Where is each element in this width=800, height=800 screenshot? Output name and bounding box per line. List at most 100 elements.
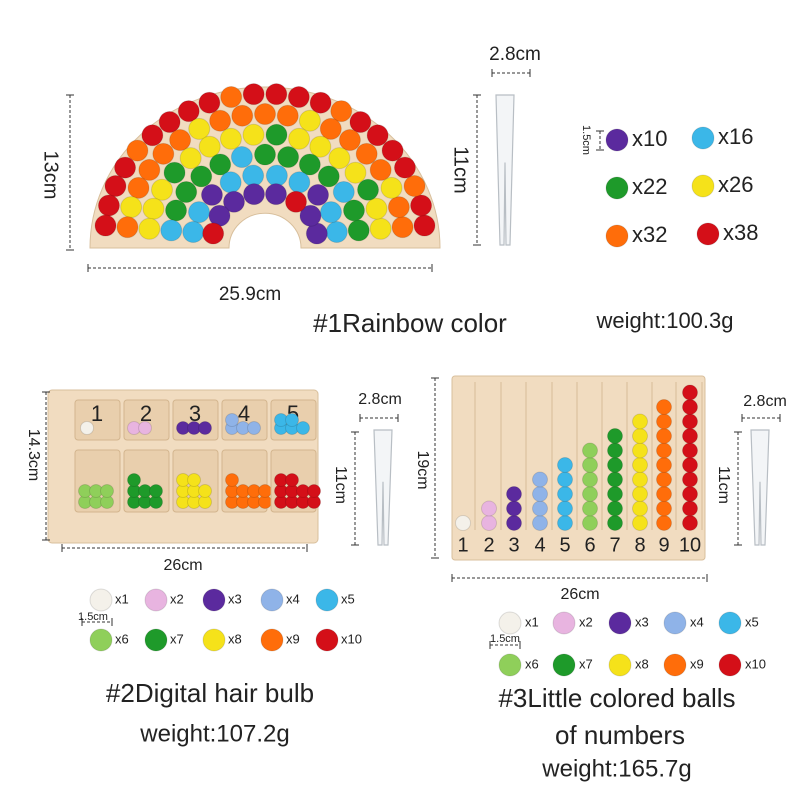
count-label: x10 — [632, 126, 667, 151]
product-weight: weight:107.2g — [139, 720, 289, 747]
pompom — [242, 123, 265, 146]
count-label: x5 — [341, 591, 355, 606]
pompom — [387, 196, 410, 219]
pompom — [344, 161, 367, 184]
pompom — [163, 161, 186, 184]
pompom — [632, 515, 648, 531]
pompom — [682, 486, 698, 502]
count-label: x3 — [635, 614, 649, 629]
pompom — [498, 653, 522, 677]
product-title: #3Little colored balls — [498, 683, 735, 713]
count-label: x38 — [723, 220, 758, 245]
pompom — [328, 147, 351, 170]
pompom — [532, 515, 548, 531]
pompom — [607, 486, 623, 502]
pompom — [365, 197, 388, 220]
pompom — [552, 653, 576, 677]
pompom — [198, 91, 221, 114]
pompom — [309, 135, 332, 158]
dimension-label: 11cm — [450, 146, 472, 193]
count-label: x7 — [579, 656, 593, 671]
pompom — [220, 86, 243, 109]
pompom — [369, 158, 392, 181]
pompom — [141, 124, 164, 147]
pompom — [231, 104, 254, 127]
pompom — [142, 197, 165, 220]
count-label: x5 — [745, 614, 759, 629]
pompom — [288, 127, 311, 150]
pompom — [557, 471, 573, 488]
pompom — [632, 486, 648, 502]
pompom — [696, 222, 720, 246]
pompom — [222, 190, 245, 213]
pompom — [264, 183, 287, 206]
pompom — [682, 384, 698, 401]
pompom — [242, 83, 265, 106]
pompom — [656, 500, 672, 517]
pompom — [307, 484, 321, 498]
pompom — [89, 588, 113, 612]
pompom — [150, 178, 173, 201]
count-label: x2 — [579, 614, 593, 629]
pompom — [277, 146, 300, 169]
count-label: x9 — [690, 656, 704, 671]
count-label: x8 — [228, 631, 242, 646]
pompom — [243, 183, 266, 206]
pompom — [138, 158, 161, 181]
pompom — [309, 91, 332, 114]
dimension-label: 14.3cm — [25, 429, 42, 481]
pompom — [209, 109, 232, 132]
pompom — [247, 421, 261, 435]
pompom — [656, 471, 672, 488]
pompom — [149, 484, 163, 498]
pompom — [285, 473, 299, 487]
dimension-label: 2.8cm — [489, 44, 541, 65]
count-label: x8 — [635, 656, 649, 671]
pompom — [169, 129, 192, 152]
pompom — [682, 457, 698, 473]
dimension-label: 13cm — [40, 151, 62, 200]
pompom — [325, 221, 348, 244]
pompom — [608, 611, 632, 635]
pompom — [632, 500, 648, 517]
pompom — [260, 588, 284, 612]
board-number: 10 — [679, 534, 701, 556]
dimension-label: 1.5cm — [78, 611, 108, 623]
pompom — [691, 126, 715, 150]
pompom — [718, 611, 742, 635]
pompom — [498, 611, 522, 635]
pompom — [682, 442, 698, 459]
count-label: x3 — [228, 591, 242, 606]
pompom — [175, 181, 198, 204]
pompom — [225, 413, 239, 427]
pompom — [532, 486, 548, 502]
pompom — [287, 86, 310, 109]
pompom — [94, 214, 117, 237]
pompom — [219, 171, 242, 194]
pompom — [582, 471, 598, 488]
pompom — [582, 515, 598, 531]
pompom — [605, 176, 629, 200]
pompom — [202, 222, 225, 245]
board-number: 4 — [534, 534, 545, 556]
pompom — [158, 111, 181, 134]
pompom — [319, 201, 342, 224]
pompom — [89, 628, 113, 652]
pompom — [632, 413, 648, 430]
pompom — [481, 515, 497, 531]
pompom — [380, 176, 403, 199]
product-weight: weight:100.3g — [596, 308, 734, 333]
pompom — [663, 653, 687, 677]
pompom — [607, 471, 623, 488]
dimension-label: 19cm — [414, 450, 431, 489]
pompom — [144, 588, 168, 612]
pompom — [557, 486, 573, 502]
pompom — [338, 129, 361, 152]
pompom — [381, 139, 404, 162]
pompom — [656, 428, 672, 444]
pompom — [391, 216, 414, 239]
pompom — [605, 224, 629, 248]
pompom — [632, 457, 648, 473]
pompom — [225, 473, 239, 487]
pompom — [298, 153, 321, 176]
